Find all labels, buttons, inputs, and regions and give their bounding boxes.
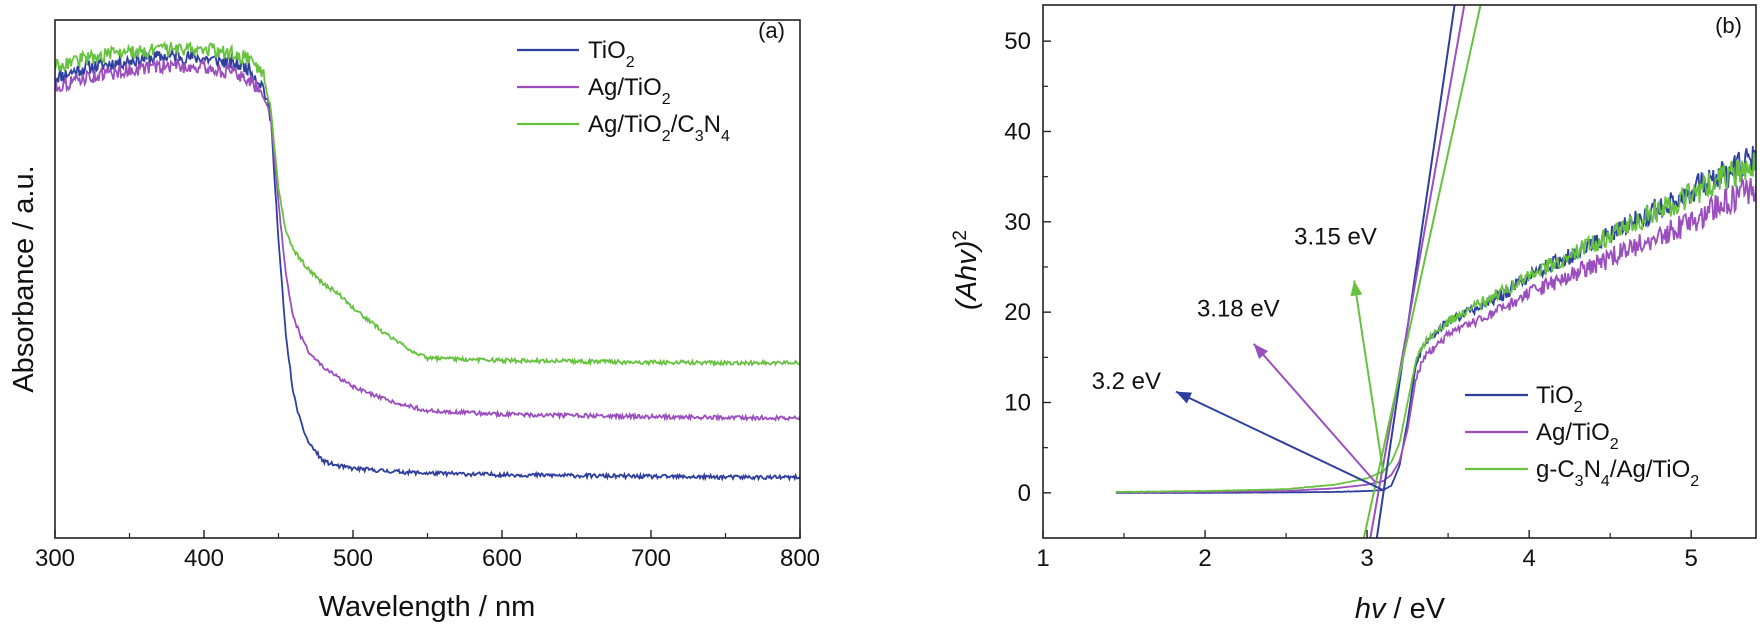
panel-b-y-axis-title-sup: 2: [950, 230, 971, 241]
panel-a-legend-label-tio2: TiO2: [588, 37, 635, 71]
panel-b-y-tick-label: 0: [1018, 480, 1031, 507]
panel-b-x-tick-label: 1: [1036, 545, 1049, 572]
panel-b-annotation-arrowhead: [1175, 391, 1193, 404]
panel-b-annotation-arrowhead: [1253, 343, 1269, 359]
panel-b-legend-label-ag-tio2: Ag/TiO2: [1536, 419, 1619, 453]
panel-b-legend-label-g-c3n4-ag-tio2-part: 4: [1601, 473, 1610, 490]
panel-b-x-axis-title-unit: / eV: [1385, 593, 1445, 625]
panel-b-annotation-arrowhead: [1350, 280, 1363, 297]
panel-b-annotation-label: 3.18 eV: [1197, 296, 1280, 323]
panel-b-y-tick-label: 30: [1004, 209, 1031, 236]
panel-a-legend-label-ag-tio2-part: Ag/TiO: [588, 74, 662, 101]
panel-a-x-tick-label: 700: [631, 545, 671, 572]
panel-b-x-tick-label: 2: [1198, 545, 1211, 572]
panel-a-legend-label-ag-tio2-c3n4-part: 4: [721, 128, 730, 145]
panel-b-legend-label-g-c3n4-ag-tio2-part: g-C: [1536, 456, 1575, 483]
panel-a-series-tio2: [55, 47, 800, 482]
panel-b-x-axis-title-main: hv: [1355, 593, 1387, 625]
panel-a-x-tick-label: 400: [184, 545, 224, 572]
panel-a-legend-label-ag-tio2-c3n4-part: Ag/TiO: [588, 111, 662, 138]
panel-b-annotation-arrow: [1353, 280, 1385, 474]
panel-b-legend-label-tio2-part: TiO: [1536, 382, 1574, 409]
panel-b-legend-label-ag-tio2-part: Ag/TiO: [1536, 419, 1610, 446]
panel-b-x-axis-title: hv / eV: [1355, 593, 1446, 625]
panel-a-legend-label-ag-tio2-c3n4: Ag/TiO2/C3N4: [588, 111, 730, 145]
panel-a-x-tick-label: 500: [333, 545, 373, 572]
panel-b-series-tio2: [1115, 145, 1756, 494]
panel-a-legend-label-tio2-part: TiO: [588, 37, 626, 64]
panel-b-legend-label-g-c3n4-ag-tio2-part: 3: [1575, 473, 1584, 490]
panel-a-legend-label-tio2-part: 2: [626, 54, 635, 71]
panel-b-x-tick-label: 4: [1522, 545, 1535, 572]
panel-b-legend-label-tio2-part: 2: [1574, 399, 1583, 416]
panel-a-y-axis-title: Absorbance / a.u.: [8, 165, 40, 392]
panel-a-legend-label-ag-tio2-c3n4-part: 2: [662, 128, 671, 145]
panel-b-annotations: 3.2 eV 3.18 eV 3.15 eV: [1092, 223, 1385, 492]
panel-a-series-ag-tio2-c3n4: [55, 41, 800, 368]
panel-a-legend-label-ag-tio2-c3n4-part: /C: [671, 111, 695, 138]
panel-b-y-tick-label: 20: [1004, 299, 1031, 326]
panel-b-annotation-label: 3.2 eV: [1092, 368, 1161, 395]
panel-b-annotation-label: 3.15 eV: [1294, 223, 1377, 250]
panel-a-frame: [54, 19, 801, 539]
panel-a-label: (a): [758, 18, 785, 43]
panel-a-x-tick-label: 300: [35, 545, 75, 572]
panel-b-tangent-ag-tio2: [1369, 5, 1466, 538]
panel-b-frame: [1042, 4, 1757, 539]
panel-b-annotation-arrow: [1252, 343, 1376, 483]
panel-b-series-g-c3n4-ag-tio2: [1115, 152, 1756, 494]
panel-b-series-ag-tio2: [1115, 176, 1756, 494]
panel-b-legend-label-ag-tio2-part: 2: [1610, 436, 1619, 453]
panel-a-legend-label-ag-tio2-c3n4-part: N: [704, 111, 721, 138]
panel-b-tangent-g-c3n4-ag-tio2: [1362, 5, 1482, 538]
panel-b-annotation-arrow: [1175, 390, 1384, 492]
panel-b-legend-label-g-c3n4-ag-tio2: g-C3N4/Ag/TiO2: [1536, 456, 1699, 490]
panel-b-y-axis-title: (Ahv)2: [950, 230, 984, 310]
panel-a-legend-label-ag-tio2-c3n4-part: 3: [695, 128, 704, 145]
panel-b-label: (b): [1715, 13, 1742, 38]
panel-b-x-tick-label: 3: [1360, 545, 1373, 572]
panel-b-y-tick-label: 50: [1004, 28, 1031, 55]
panel-b-legend-label-g-c3n4-ag-tio2-part: 2: [1690, 473, 1699, 490]
panel-b-y-tick-label: 10: [1004, 389, 1031, 416]
panel-b-legend-label-g-c3n4-ag-tio2-part: N: [1584, 456, 1601, 483]
panel-a-series-ag-tio2: [55, 57, 800, 422]
panel-a-x-tick-label: 600: [482, 545, 522, 572]
panel-b-legend-label-g-c3n4-ag-tio2-part: /Ag/TiO: [1610, 456, 1690, 483]
panel-b-y-tick-label: 40: [1004, 118, 1031, 145]
panel-a-x-tick-label: 800: [780, 545, 820, 572]
panel-a-legend-label-ag-tio2: Ag/TiO2: [588, 74, 671, 108]
panel-b-y-axis-title-main: (Ahv): [951, 241, 983, 310]
panel-b-legend-label-tio2: TiO2: [1536, 382, 1583, 416]
panel-a-x-axis-title: Wavelength / nm: [319, 591, 536, 623]
panel-a-chart: 300 400 500 600 700 800 (a) Wavelength / nm A…: [8, 18, 820, 623]
panel-b-tangent-tio2: [1375, 5, 1456, 538]
panel-a-legend-label-ag-tio2-part: 2: [662, 91, 671, 108]
panel-b-x-tick-label: 5: [1685, 545, 1698, 572]
